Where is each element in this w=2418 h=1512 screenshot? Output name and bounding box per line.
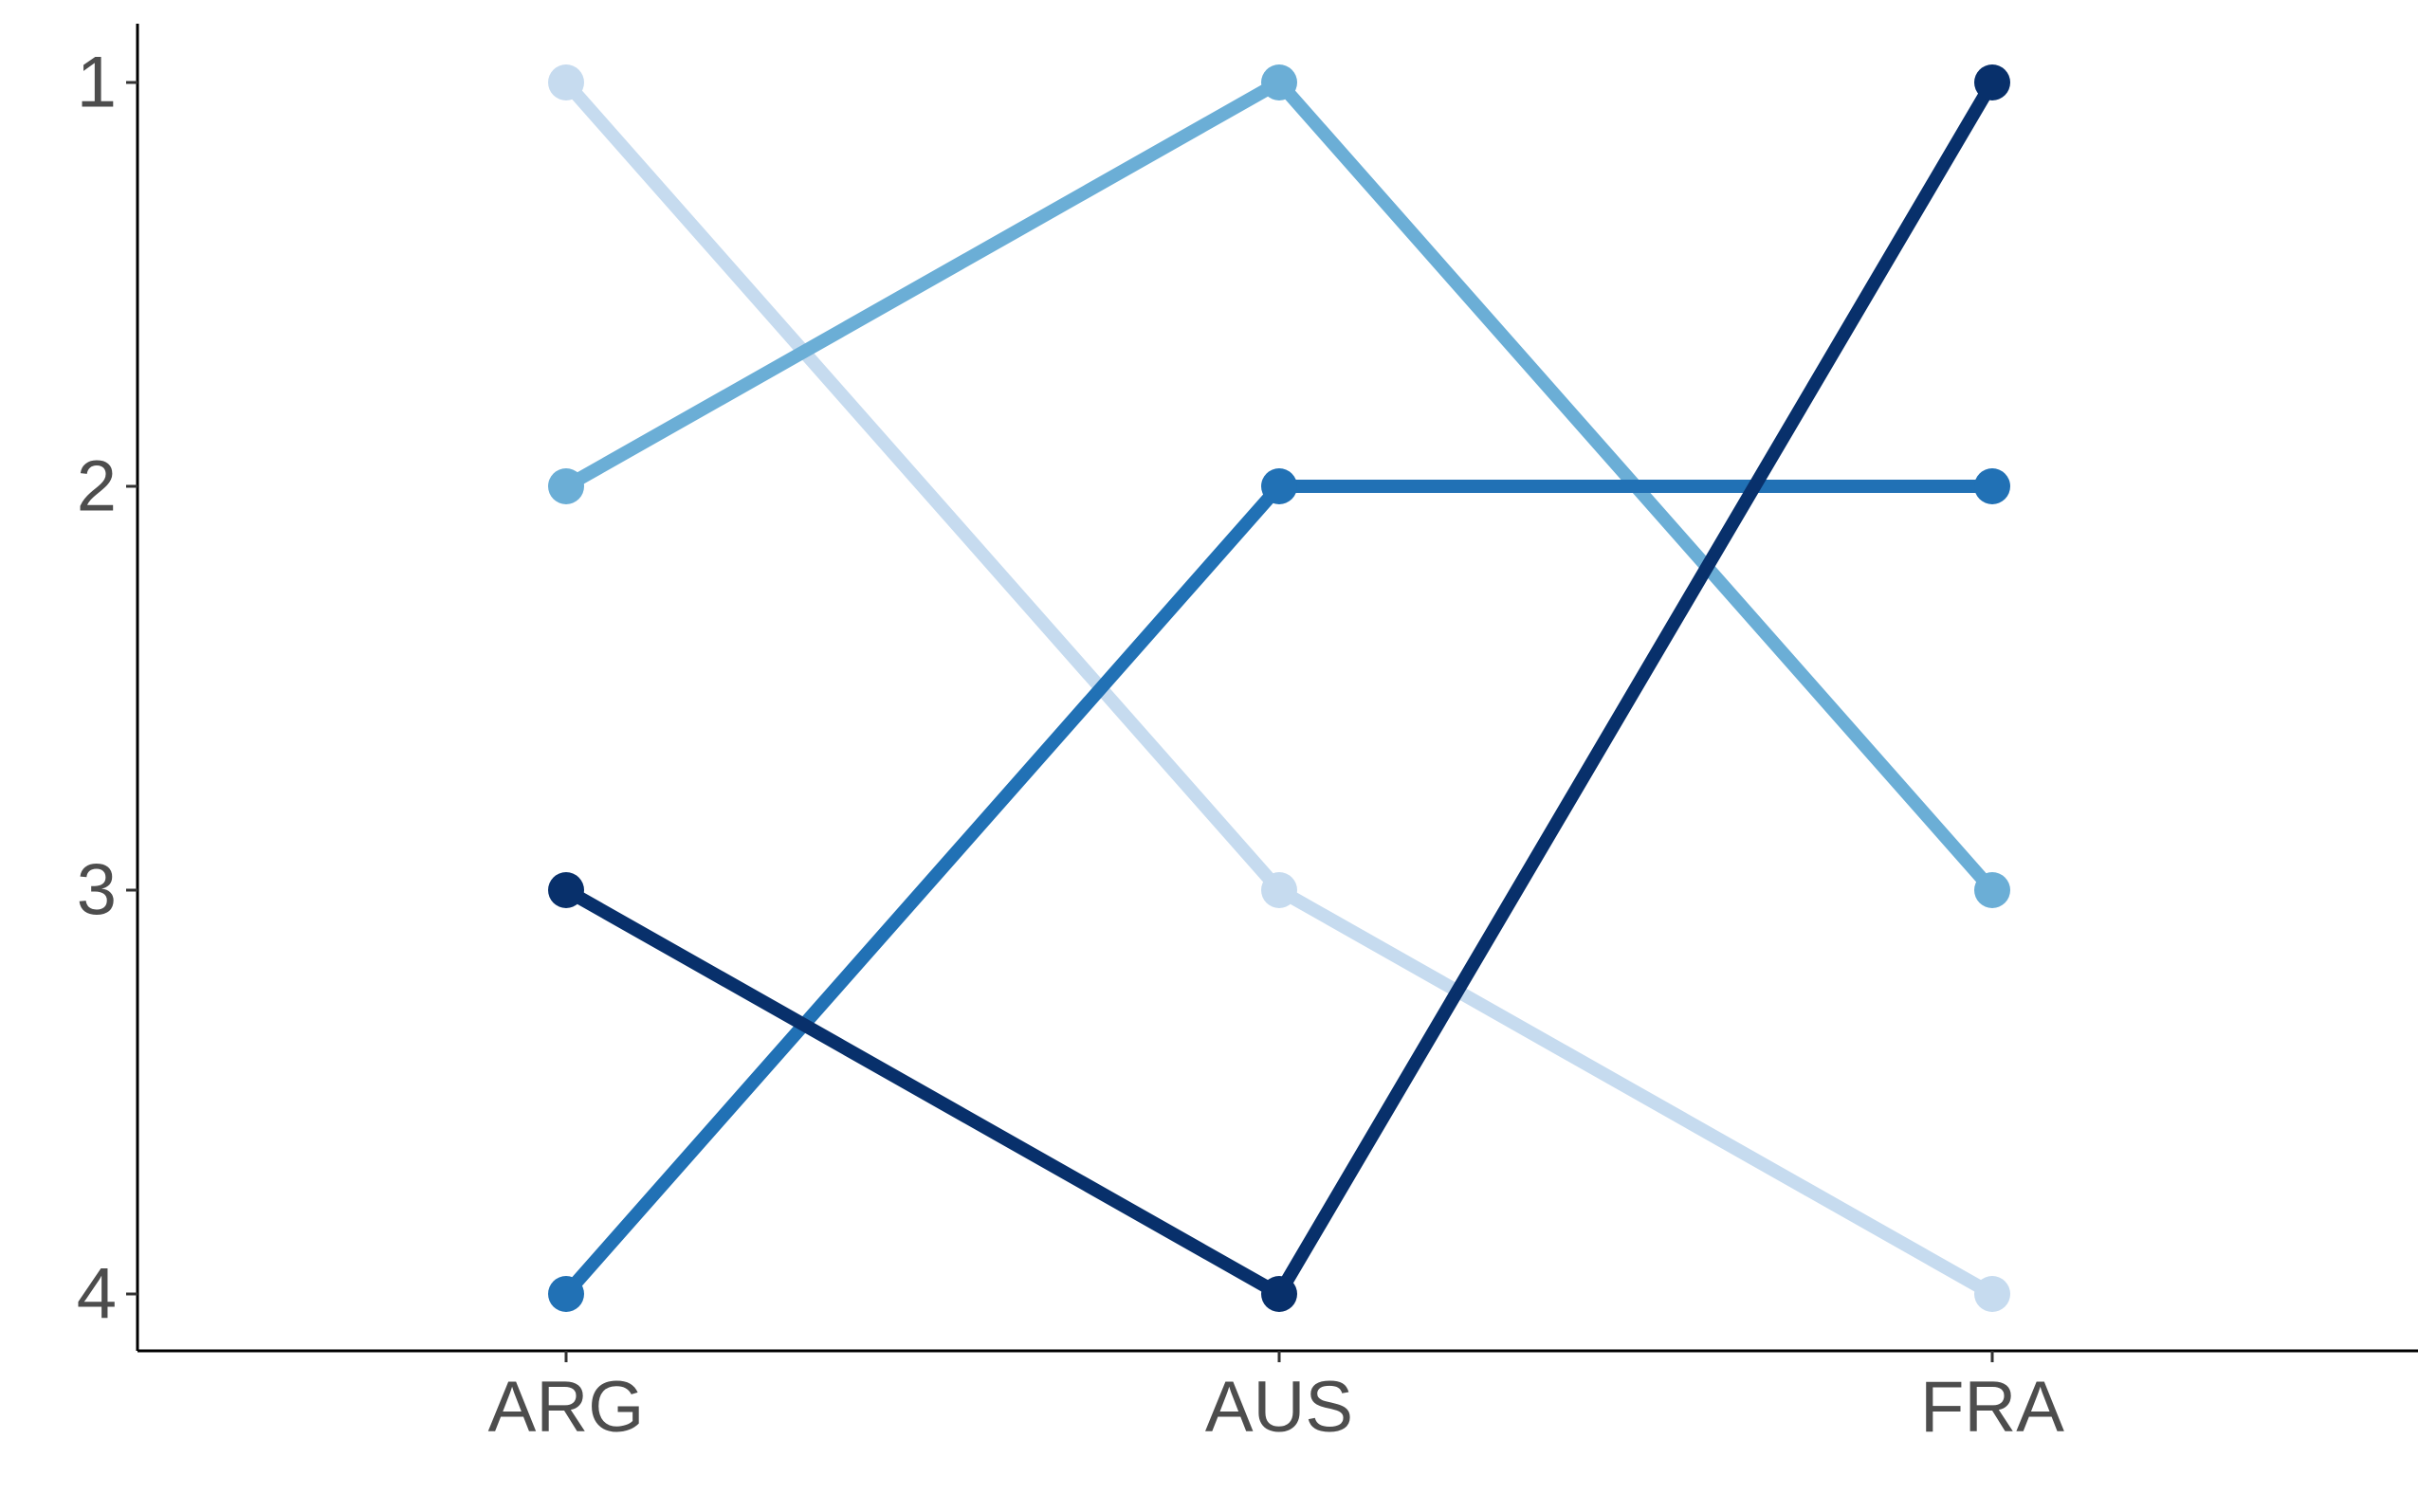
y-tick-label: 4: [77, 1254, 117, 1335]
data-point: [1261, 64, 1297, 100]
series-group: [548, 64, 2010, 1312]
data-point: [1974, 872, 2010, 908]
x-tick-label: FRA: [1920, 1367, 2064, 1448]
data-point: [548, 468, 584, 504]
data-point: [548, 1276, 584, 1312]
y-tick-label: 2: [77, 446, 117, 527]
tick-labels: 1 2 3 4 ARG AUS FRA: [77, 43, 2065, 1448]
series-2: [548, 64, 2010, 908]
data-point: [1261, 468, 1297, 504]
data-point: [548, 872, 584, 908]
y-tick-label: 1: [77, 43, 117, 123]
data-point: [1261, 872, 1297, 908]
y-tick-label: 3: [77, 850, 117, 931]
data-point: [548, 64, 584, 100]
x-tick-label: ARG: [488, 1367, 645, 1448]
axes: [126, 24, 2418, 1362]
data-point: [1974, 1276, 2010, 1312]
data-point: [1974, 64, 2010, 100]
series-line: [559, 76, 1999, 1301]
data-point: [1974, 468, 2010, 504]
data-point: [1261, 1276, 1297, 1312]
series-1: [548, 64, 2010, 1312]
x-tick-label: AUS: [1205, 1367, 1353, 1448]
series-line: [559, 76, 1999, 1301]
series-4: [548, 64, 2010, 1312]
